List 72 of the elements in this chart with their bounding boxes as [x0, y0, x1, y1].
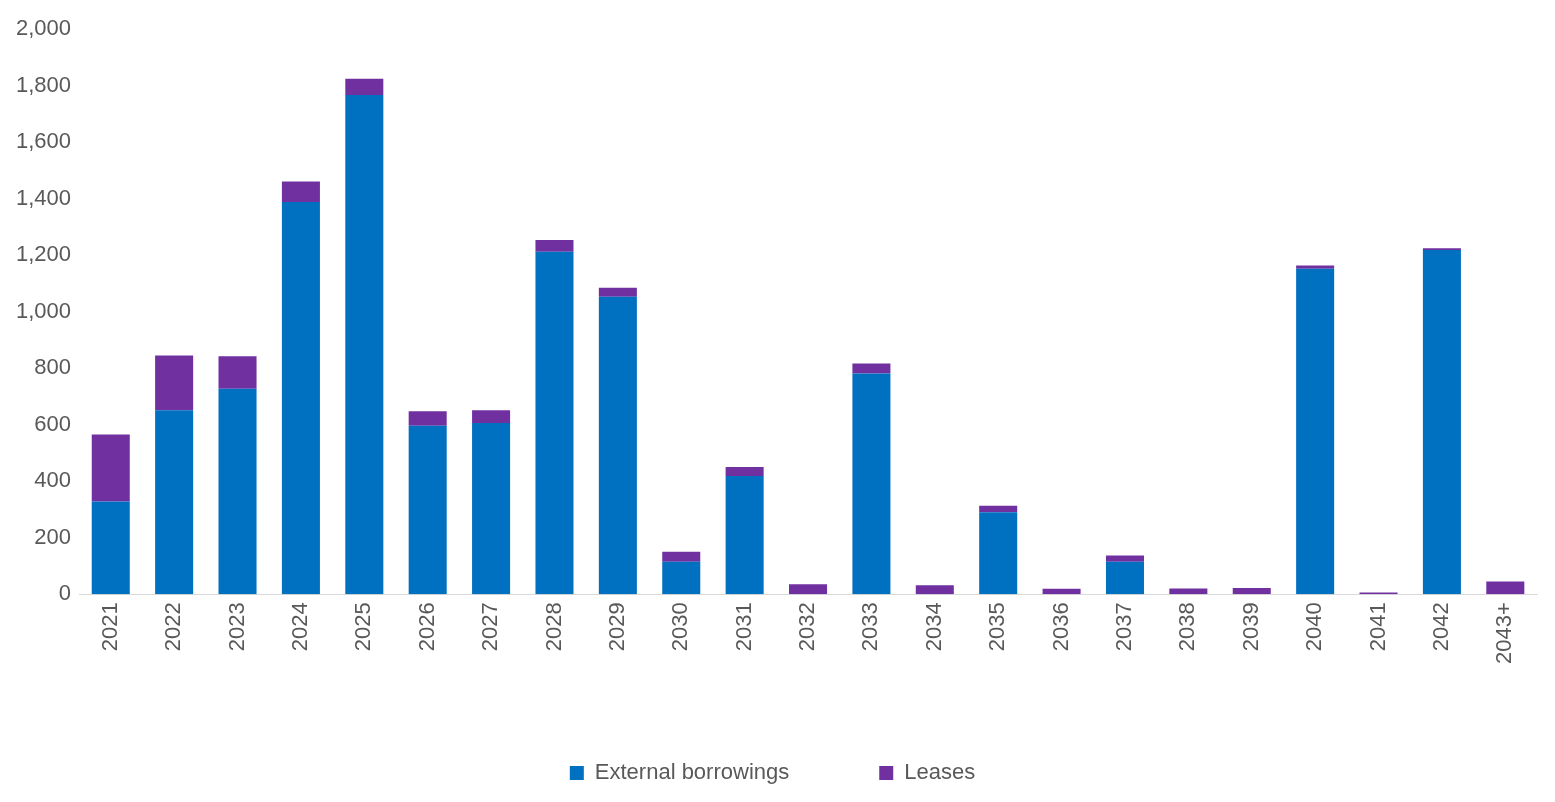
x-tick-label: 2036 — [1047, 602, 1073, 652]
bar — [1232, 588, 1271, 595]
x-tick-label: 2030 — [667, 602, 693, 652]
x-tick-label: 2040 — [1301, 602, 1327, 652]
bar — [662, 561, 701, 595]
x-tick-label: 2038 — [1174, 602, 1200, 652]
y-tick-label: 1,800 — [15, 71, 72, 97]
x-tick-label: 2027 — [477, 602, 503, 652]
bar — [598, 287, 637, 297]
bar — [789, 584, 828, 595]
bar — [155, 355, 194, 411]
y-tick-label: 1,400 — [15, 184, 72, 210]
bar — [281, 181, 320, 203]
bar — [1422, 250, 1461, 595]
bar — [662, 551, 701, 562]
x-tick-label: 2035 — [984, 602, 1010, 652]
x-tick-label: 2037 — [1111, 602, 1137, 652]
bar — [91, 434, 130, 502]
x-tick-label: 2024 — [286, 602, 312, 652]
bar — [1296, 265, 1335, 269]
x-tick-label: 2039 — [1237, 602, 1263, 652]
y-tick-label: 800 — [34, 354, 72, 380]
legend-label: Leases — [904, 759, 976, 785]
x-tick-label: 2041 — [1364, 602, 1390, 652]
y-tick-label: 400 — [34, 467, 72, 493]
bar — [472, 423, 511, 595]
bar — [218, 388, 257, 595]
bar — [472, 410, 511, 424]
bar — [1296, 268, 1335, 595]
x-tick-label: 2033 — [857, 602, 883, 652]
y-tick-label: 1,200 — [15, 241, 72, 267]
x-tick-label: 2028 — [540, 602, 566, 652]
bar — [91, 501, 130, 595]
bar — [852, 363, 891, 374]
x-tick-label: 2043+ — [1491, 602, 1517, 665]
bar — [535, 239, 574, 252]
bar — [979, 505, 1018, 513]
bar — [598, 296, 637, 595]
x-tick-label: 2023 — [223, 602, 249, 652]
bar — [345, 78, 384, 96]
bar — [725, 476, 764, 595]
bar — [725, 467, 764, 477]
bar — [915, 585, 954, 595]
x-tick-label: 2025 — [350, 602, 376, 652]
y-tick-label: 1,000 — [15, 297, 72, 323]
bar — [1486, 581, 1525, 595]
x-tick-label: 2034 — [920, 602, 946, 652]
y-tick-label: 200 — [34, 523, 72, 549]
bar — [408, 411, 447, 426]
y-tick-label: 2,000 — [15, 15, 72, 41]
y-tick-label: 1,600 — [15, 128, 72, 154]
x-tick-label: 2029 — [603, 602, 629, 652]
x-tick-label: 2021 — [96, 602, 122, 652]
x-tick-label: 2032 — [794, 602, 820, 652]
bar — [218, 356, 257, 389]
x-tick-label: 2042 — [1427, 602, 1453, 652]
bar — [1042, 588, 1081, 595]
y-tick-label: 600 — [34, 410, 72, 436]
x-tick-label: 2031 — [730, 602, 756, 652]
y-tick-label: 0 — [58, 580, 72, 606]
bar — [281, 202, 320, 595]
bar — [408, 425, 447, 595]
bar — [535, 251, 574, 595]
x-tick-label: 2026 — [413, 602, 439, 652]
bar — [155, 410, 194, 595]
x-tick-label: 2022 — [160, 602, 186, 652]
legend-label: External borrowings — [594, 759, 790, 785]
bar — [979, 512, 1018, 595]
bar — [1105, 561, 1144, 595]
bar — [852, 373, 891, 595]
bar — [345, 95, 384, 595]
bar — [1105, 555, 1144, 562]
